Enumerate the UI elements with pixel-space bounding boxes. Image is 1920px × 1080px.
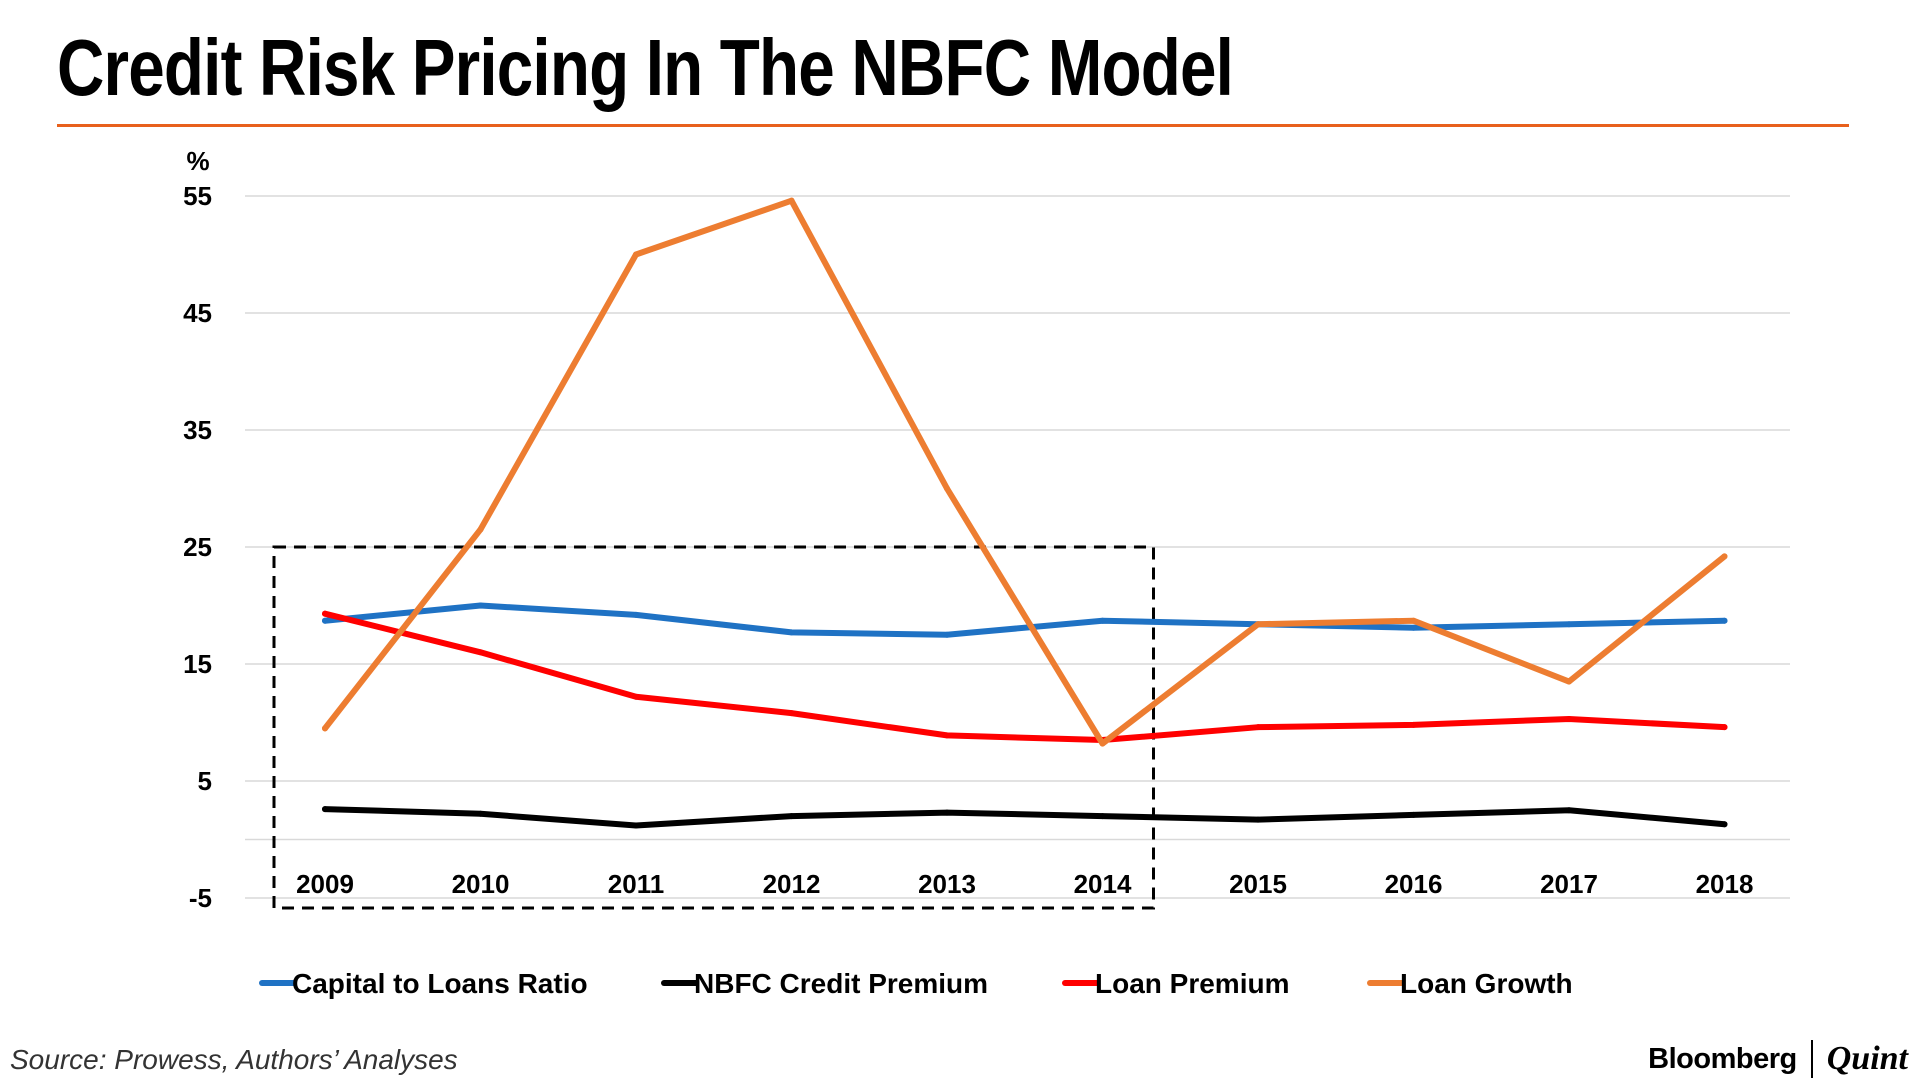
line-chart: % 55 45 35 25 15 5 -5 2009 2010 2011 2012 2013 2014…	[183, 146, 1790, 999]
point-capital-to-loans-ratio-2013	[944, 631, 950, 638]
x-tick-2018: 2018	[1696, 869, 1754, 899]
point-loan-premium-2010	[477, 649, 484, 656]
point-loan-premium-2017	[1566, 715, 1572, 722]
point-loan-premium-2015	[1255, 724, 1261, 731]
point-loan-growth-2013	[944, 485, 950, 492]
y-tick--5: -5	[189, 883, 212, 913]
point-capital-to-loans-ratio-2009	[322, 617, 328, 624]
series-line-nbfc-credit-premium	[322, 806, 1728, 829]
x-tick-2017: 2017	[1540, 869, 1598, 899]
point-nbfc-credit-premium-2016	[1410, 811, 1417, 818]
point-capital-to-loans-ratio-2010	[477, 602, 484, 609]
y-tick-55: 55	[183, 181, 212, 211]
brand-bloomberg: Bloomberg	[1648, 1042, 1797, 1075]
point-loan-growth-2018	[1721, 553, 1728, 560]
brand-logo: Bloomberg Quint	[1648, 1040, 1908, 1078]
point-loan-premium-2009	[322, 610, 328, 617]
series-line-loan-growth	[322, 197, 1728, 747]
x-tick-2013: 2013	[918, 869, 976, 899]
legend-label-capital-to-loans-ratio: Capital to Loans Ratio	[292, 968, 588, 999]
x-tick-2010: 2010	[452, 869, 510, 899]
point-loan-premium-2011	[633, 693, 639, 700]
point-loan-growth-2012	[788, 197, 795, 204]
title-divider	[57, 124, 1849, 127]
point-capital-to-loans-ratio-2017	[1566, 621, 1572, 628]
x-tick-2014: 2014	[1074, 869, 1132, 899]
point-loan-growth-2011	[633, 251, 639, 258]
point-capital-to-loans-ratio-2018	[1721, 617, 1728, 624]
point-nbfc-credit-premium-2009	[322, 806, 328, 813]
y-axis-ticks: 55 45 35 25 15 5 -5	[183, 181, 212, 913]
brand-separator	[1810, 1040, 1813, 1078]
y-tick-35: 35	[183, 415, 212, 445]
point-loan-growth-2010	[477, 526, 484, 533]
point-loan-growth-2016	[1410, 617, 1417, 624]
point-nbfc-credit-premium-2013	[944, 809, 950, 816]
series-line-loan-premium	[322, 610, 1728, 744]
point-nbfc-credit-premium-2018	[1721, 821, 1728, 828]
point-capital-to-loans-ratio-2012	[788, 629, 795, 636]
point-nbfc-credit-premium-2017	[1566, 807, 1572, 814]
x-tick-2015: 2015	[1229, 869, 1287, 899]
point-capital-to-loans-ratio-2011	[633, 611, 639, 618]
point-nbfc-credit-premium-2015	[1255, 816, 1261, 823]
point-loan-growth-2009	[322, 725, 328, 732]
x-tick-2016: 2016	[1385, 869, 1443, 899]
point-loan-premium-2012	[788, 710, 795, 717]
legend-label-nbfc-credit-premium: NBFC Credit Premium	[694, 968, 988, 999]
series-line-capital-to-loans-ratio	[322, 602, 1728, 638]
legend-label-loan-growth: Loan Growth	[1400, 968, 1573, 999]
point-nbfc-credit-premium-2014	[1099, 813, 1106, 820]
y-tick-15: 15	[183, 649, 212, 679]
chart-title: Credit Risk Pricing In The NBFC Model	[57, 23, 1234, 112]
y-tick-25: 25	[183, 532, 212, 562]
brand-quint: Quint	[1826, 1040, 1908, 1077]
gridlines	[245, 195, 1790, 899]
legend-label-loan-premium: Loan Premium	[1095, 968, 1289, 999]
y-tick-45: 45	[183, 298, 212, 328]
y-tick-5: 5	[198, 766, 212, 796]
point-loan-premium-2013	[944, 732, 950, 739]
highlight-box-2009-2014	[272, 545, 1155, 910]
point-loan-growth-2015	[1255, 621, 1261, 628]
x-tick-2012: 2012	[763, 869, 821, 899]
legend: Capital to Loans Ratio NBFC Credit Premiu…	[259, 968, 1573, 999]
point-capital-to-loans-ratio-2014	[1099, 617, 1106, 624]
point-nbfc-credit-premium-2011	[633, 822, 639, 829]
point-loan-growth-2014	[1099, 740, 1106, 747]
point-capital-to-loans-ratio-2016	[1410, 624, 1417, 631]
point-nbfc-credit-premium-2012	[788, 813, 795, 820]
y-axis-unit-label: %	[186, 146, 209, 176]
x-tick-2009: 2009	[296, 869, 354, 899]
point-loan-premium-2016	[1410, 721, 1417, 728]
point-loan-premium-2018	[1721, 724, 1728, 731]
series-lines	[322, 197, 1728, 829]
x-axis-ticks: 2009 2010 2011 2012 2013 2014 2015 2016 2017 2018	[296, 869, 1753, 899]
point-nbfc-credit-premium-2010	[477, 810, 484, 817]
source-note: Source: Prowess, Authors’ Analyses	[10, 1044, 458, 1075]
point-loan-growth-2017	[1566, 678, 1572, 685]
x-tick-2011: 2011	[608, 869, 664, 899]
